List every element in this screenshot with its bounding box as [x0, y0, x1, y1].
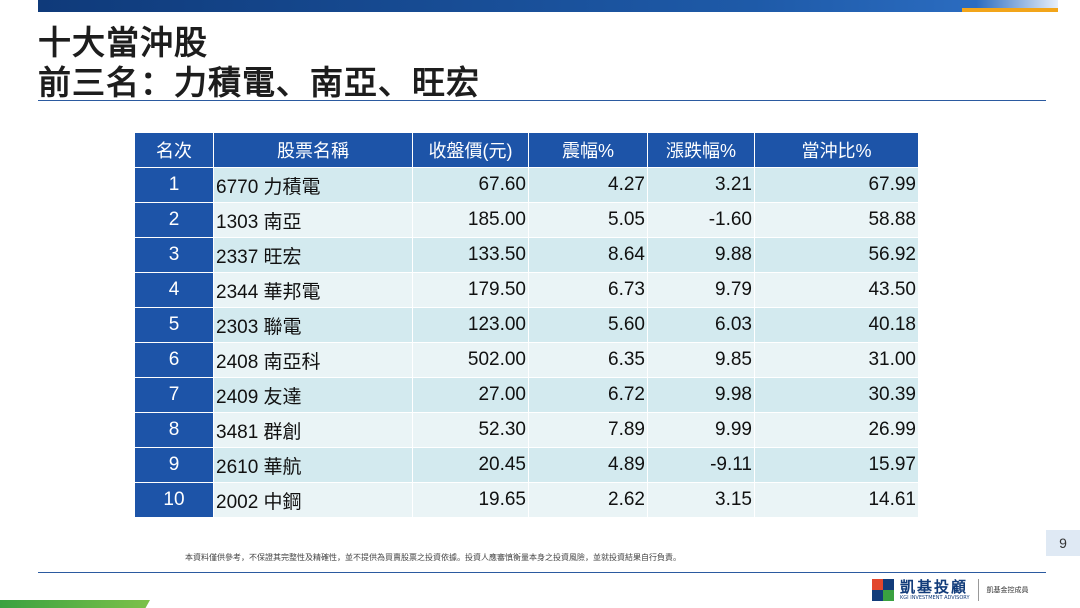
cell-change-pct: 9.79 — [647, 272, 755, 308]
cell-rank: 6 — [134, 342, 214, 378]
cell-rank: 10 — [134, 482, 214, 518]
cell-rank: 2 — [134, 202, 214, 238]
cell-close-price: 179.50 — [412, 272, 529, 308]
cell-close-price: 502.00 — [412, 342, 529, 378]
cell-rank: 5 — [134, 307, 214, 343]
cell-amplitude: 6.73 — [528, 272, 648, 308]
cell-amplitude: 4.89 — [528, 447, 648, 483]
cell-daytrade-ratio: 31.00 — [754, 342, 919, 378]
table-row: 8 3481 群創 52.30 7.89 9.99 26.99 — [134, 412, 919, 448]
header-stock-name: 股票名稱 — [213, 132, 413, 168]
cell-change-pct: 3.21 — [647, 167, 755, 203]
cell-amplitude: 6.35 — [528, 342, 648, 378]
table-row: 7 2409 友達 27.00 6.72 9.98 30.39 — [134, 377, 919, 413]
kgi-logo-icon — [872, 579, 894, 601]
cell-change-pct: 9.99 — [647, 412, 755, 448]
header-amplitude: 震幅% — [528, 132, 648, 168]
cell-daytrade-ratio: 56.92 — [754, 237, 919, 273]
header-change-pct: 漲跌幅% — [647, 132, 755, 168]
table-row: 6 2408 南亞科 502.00 6.35 9.85 31.00 — [134, 342, 919, 378]
cell-daytrade-ratio: 58.88 — [754, 202, 919, 238]
cell-close-price: 185.00 — [412, 202, 529, 238]
table-row: 5 2303 聯電 123.00 5.60 6.03 40.18 — [134, 307, 919, 343]
table-row: 4 2344 華邦電 179.50 6.73 9.79 43.50 — [134, 272, 919, 308]
cell-rank: 1 — [134, 167, 214, 203]
cell-daytrade-ratio: 67.99 — [754, 167, 919, 203]
logo-chinese-name: 凱基投顧 — [900, 577, 969, 596]
cell-close-price: 27.00 — [412, 377, 529, 413]
table-row: 9 2610 華航 20.45 4.89 -9.11 15.97 — [134, 447, 919, 483]
cell-change-pct: 9.98 — [647, 377, 755, 413]
cell-close-price: 20.45 — [412, 447, 529, 483]
logo-divider — [977, 579, 979, 601]
title-divider — [38, 100, 1046, 101]
cell-stock-name: 2610 華航 — [213, 447, 413, 483]
cell-rank: 7 — [134, 377, 214, 413]
logo-subtitle: 凱基金控成員 — [986, 586, 1029, 594]
cell-rank: 8 — [134, 412, 214, 448]
cell-amplitude: 8.64 — [528, 237, 648, 273]
day-trade-table: 名次 股票名稱 收盤價(元) 震幅% 漲跌幅% 當沖比% 1 6770 力積電 67… — [134, 132, 919, 518]
cell-stock-name: 2409 友達 — [213, 377, 413, 413]
top-banner-accent — [962, 8, 1058, 12]
footer-green-accent — [0, 600, 150, 608]
cell-stock-name: 6770 力積電 — [213, 167, 413, 203]
table-header-row: 名次 股票名稱 收盤價(元) 震幅% 漲跌幅% 當沖比% — [134, 132, 919, 168]
cell-stock-name: 2337 旺宏 — [213, 237, 413, 273]
cell-stock-name: 2408 南亞科 — [213, 342, 413, 378]
header-daytrade-ratio: 當沖比% — [754, 132, 919, 168]
cell-stock-name: 2344 華邦電 — [213, 272, 413, 308]
cell-stock-name: 2303 聯電 — [213, 307, 413, 343]
page-number: 9 — [1046, 530, 1080, 556]
table-row: 2 1303 南亞 185.00 5.05 -1.60 58.88 — [134, 202, 919, 238]
cell-amplitude: 5.05 — [528, 202, 648, 238]
header-close-price: 收盤價(元) — [412, 132, 529, 168]
cell-change-pct: 9.85 — [647, 342, 755, 378]
cell-daytrade-ratio: 43.50 — [754, 272, 919, 308]
cell-close-price: 52.30 — [412, 412, 529, 448]
cell-rank: 3 — [134, 237, 214, 273]
cell-change-pct: -9.11 — [647, 447, 755, 483]
page-subtitle: 前三名：力積電、南亞、旺宏 — [38, 63, 480, 102]
cell-amplitude: 5.60 — [528, 307, 648, 343]
page-title: 十大當沖股 — [38, 23, 208, 62]
cell-change-pct: 3.15 — [647, 482, 755, 518]
cell-amplitude: 2.62 — [528, 482, 648, 518]
cell-daytrade-ratio: 30.39 — [754, 377, 919, 413]
cell-daytrade-ratio: 14.61 — [754, 482, 919, 518]
table-row: 1 6770 力積電 67.60 4.27 3.21 67.99 — [134, 167, 919, 203]
cell-stock-name: 3481 群創 — [213, 412, 413, 448]
table-row: 10 2002 中鋼 19.65 2.62 3.15 14.61 — [134, 482, 919, 518]
cell-daytrade-ratio: 40.18 — [754, 307, 919, 343]
cell-amplitude: 4.27 — [528, 167, 648, 203]
disclaimer-text: 本資料僅供參考，不保證其完整性及精確性，並不提供為買賣股票之投資依據。投資人應審… — [185, 553, 681, 562]
cell-amplitude: 7.89 — [528, 412, 648, 448]
cell-close-price: 123.00 — [412, 307, 529, 343]
cell-change-pct: -1.60 — [647, 202, 755, 238]
cell-change-pct: 6.03 — [647, 307, 755, 343]
cell-close-price: 133.50 — [412, 237, 529, 273]
cell-stock-name: 2002 中鋼 — [213, 482, 413, 518]
cell-stock-name: 1303 南亞 — [213, 202, 413, 238]
table-row: 3 2337 旺宏 133.50 8.64 9.88 56.92 — [134, 237, 919, 273]
company-logo: 凱基投顧 KGI INVESTMENT ADVISORY 凱基金控成員 — [872, 576, 1029, 604]
cell-rank: 9 — [134, 447, 214, 483]
table-body: 1 6770 力積電 67.60 4.27 3.21 67.99 2 1303 南亞 185.0… — [134, 167, 919, 518]
cell-amplitude: 6.72 — [528, 377, 648, 413]
top-banner-bar — [38, 0, 1058, 12]
header-rank: 名次 — [134, 132, 214, 168]
cell-close-price: 19.65 — [412, 482, 529, 518]
cell-rank: 4 — [134, 272, 214, 308]
footer-divider — [38, 572, 1046, 573]
cell-close-price: 67.60 — [412, 167, 529, 203]
logo-english-name: KGI INVESTMENT ADVISORY — [900, 594, 970, 601]
cell-daytrade-ratio: 26.99 — [754, 412, 919, 448]
cell-daytrade-ratio: 15.97 — [754, 447, 919, 483]
cell-change-pct: 9.88 — [647, 237, 755, 273]
